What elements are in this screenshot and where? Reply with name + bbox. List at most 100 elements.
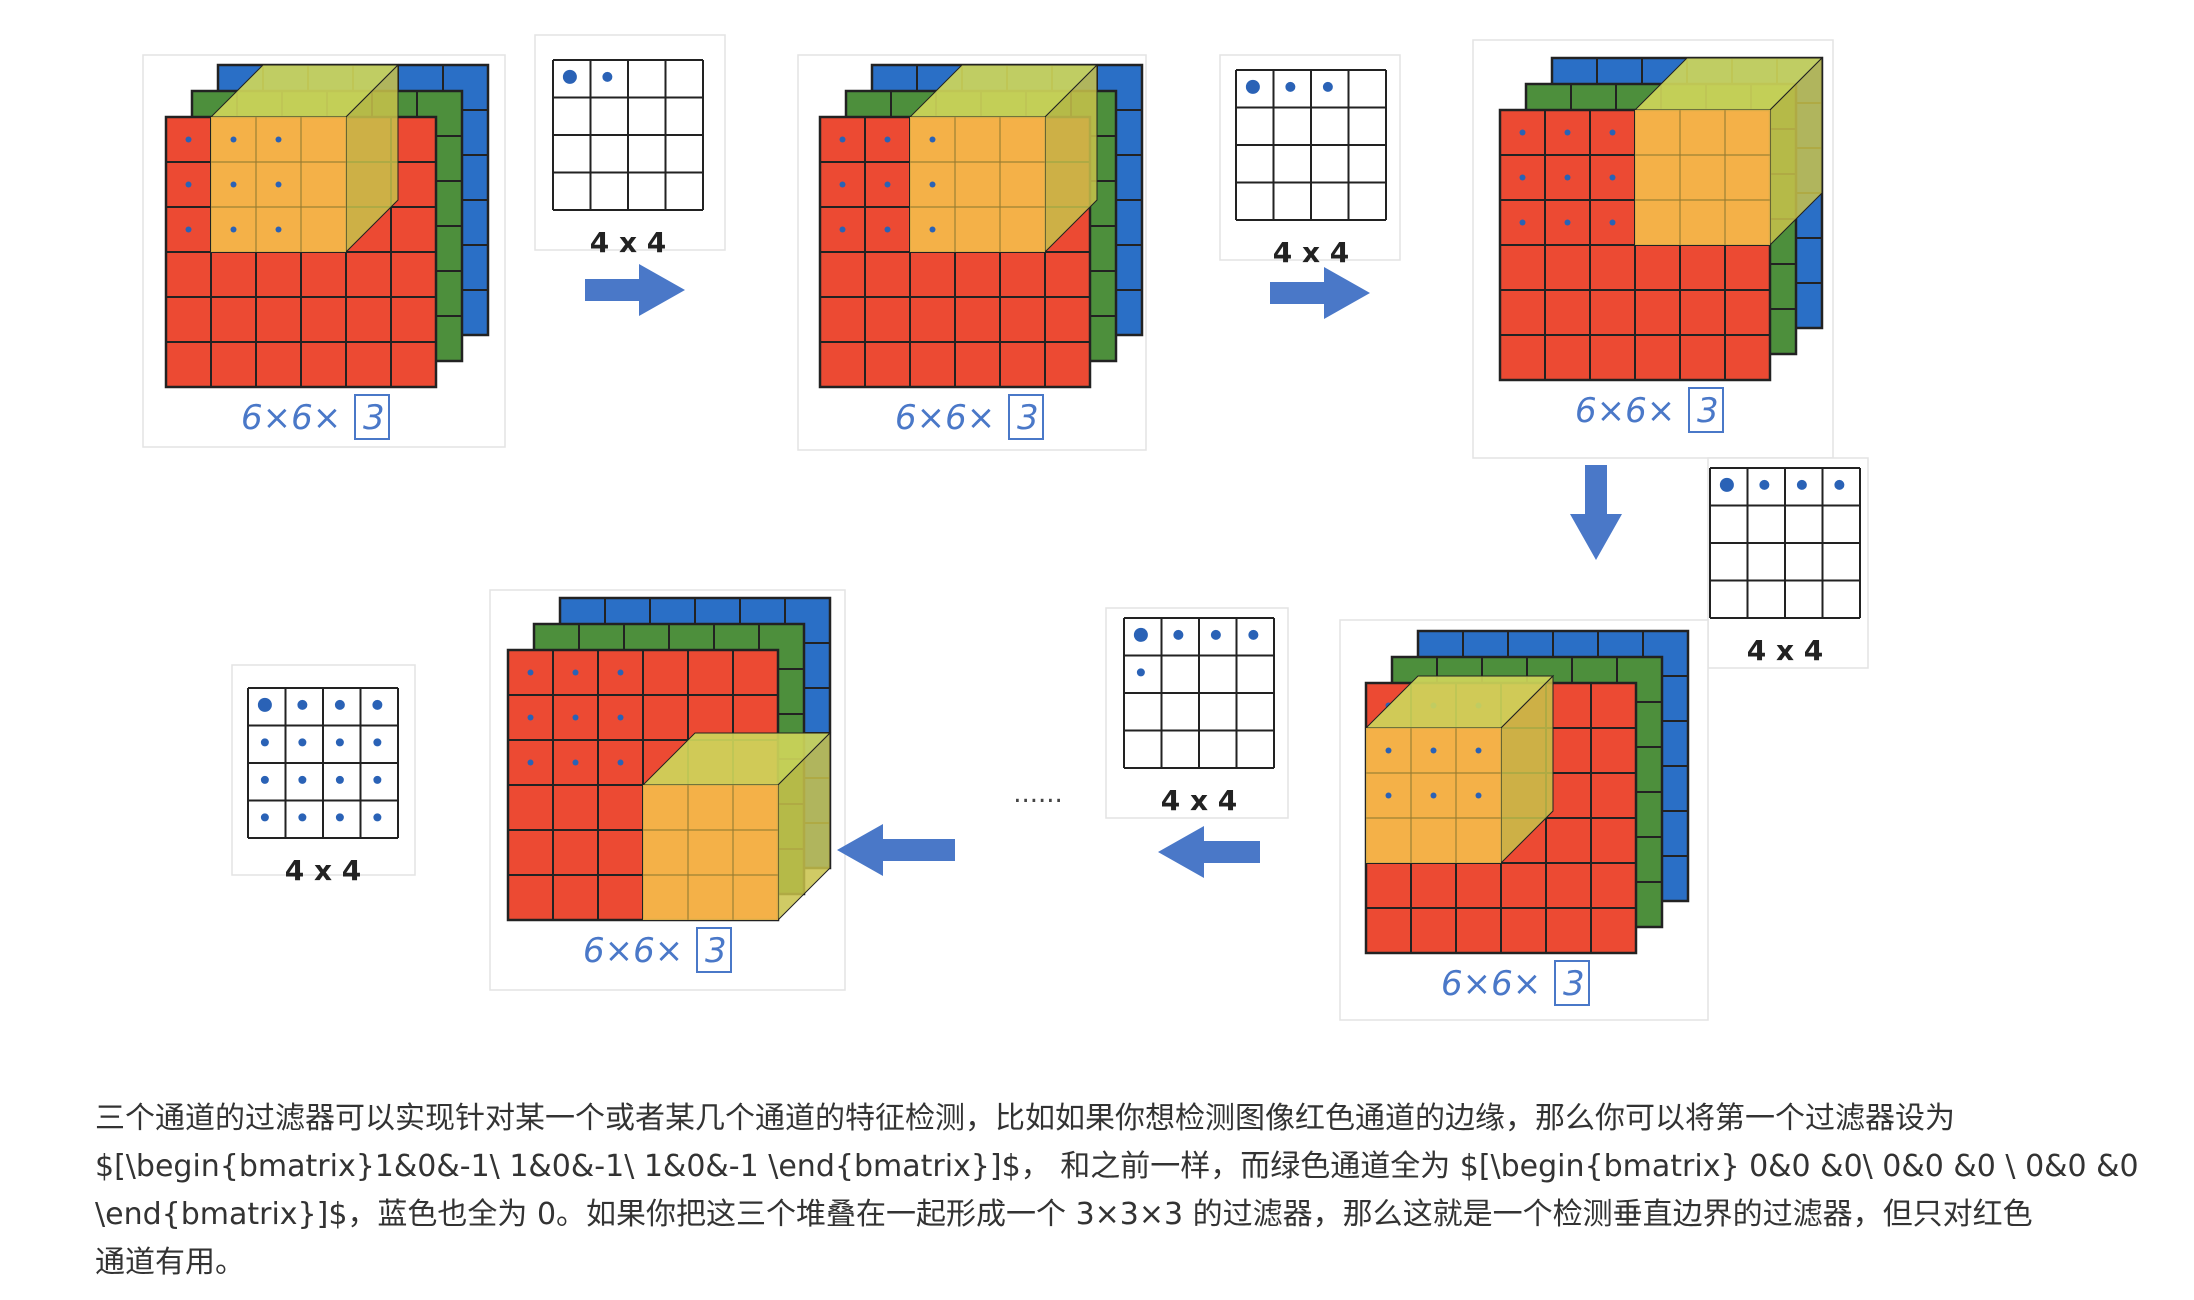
filter-size-label: 4 x 4: [590, 226, 667, 259]
arrow-down: [1570, 465, 1622, 560]
scan-dot: [230, 226, 237, 233]
output-dot: [298, 738, 307, 747]
scan-dot: [617, 669, 624, 676]
output-dot: [260, 813, 269, 822]
panel-filter-4: [1105, 607, 1289, 819]
scan-dot: [275, 181, 282, 188]
output-dot: [298, 813, 307, 822]
scan-dot: [1519, 219, 1526, 226]
scan-dot: [230, 181, 237, 188]
output-dot: [335, 775, 344, 784]
scan-dot: [185, 181, 192, 188]
scan-dot: [527, 759, 534, 766]
volume-channel-label: 3: [1697, 391, 1719, 431]
panel-filter-1: [534, 34, 726, 251]
output-dot: [1285, 81, 1296, 92]
output-dot: [372, 699, 383, 710]
paragraph-line-4: 通道有用。: [95, 1245, 245, 1280]
channel-box: [696, 927, 732, 973]
scan-dot: [1385, 792, 1392, 799]
output-dot: [260, 775, 269, 784]
scan-dot: [572, 759, 579, 766]
arrow-right-2: [1270, 267, 1370, 319]
output-dot: [260, 738, 269, 747]
output-grid-1: 4 x 4: [552, 59, 704, 259]
scan-dot: [884, 181, 891, 188]
scan-dot: [572, 714, 579, 721]
scan-dot: [527, 714, 534, 721]
scan-dot: [1430, 747, 1437, 754]
output-dot: [1796, 479, 1807, 490]
filter-size-label: 4 x 4: [1161, 784, 1238, 817]
output-dot: [373, 738, 382, 747]
filter-size-label: 4 x 4: [285, 854, 362, 887]
arrow-right-1: [585, 264, 685, 316]
stage-1-volume: 6×6× 3: [164, 63, 490, 440]
output-dot: [1719, 477, 1734, 492]
panel-filter-3: [1707, 457, 1869, 669]
explanation-paragraph: 三个通道的过滤器可以实现针对某一个或者某几个通道的特征检测，比如如果你想检测图像…: [95, 1095, 2139, 1287]
scan-dot: [1564, 219, 1571, 226]
volume-dims-label: 6×6×: [1575, 391, 1675, 431]
volume-channel-label: 3: [1017, 398, 1039, 438]
output-grid-2: 4 x 4: [1235, 69, 1387, 269]
volume-dims-label: 6×6×: [241, 398, 341, 438]
channel-box: [1688, 387, 1724, 433]
output-dot: [334, 699, 345, 710]
output-dot: [297, 699, 308, 710]
paragraph-line-1: 三个通道的过滤器可以实现针对某一个或者某几个通道的特征检测，比如如果你想检测图像…: [95, 1101, 1955, 1136]
filter-cube-front: [1635, 110, 1770, 245]
stage-5-volume: 6×6× 3: [506, 596, 832, 973]
scan-dot: [929, 136, 936, 143]
scan-dot: [929, 226, 936, 233]
output-dot: [1248, 629, 1259, 640]
filter-size-label: 4 x 4: [1273, 236, 1350, 269]
volume-dims-label: 6×6×: [1441, 964, 1541, 1004]
output-dot: [373, 813, 382, 822]
scan-dot: [185, 226, 192, 233]
scan-dot: [1519, 174, 1526, 181]
channel-box: [1008, 394, 1044, 440]
output-dot: [1136, 668, 1145, 677]
paragraph-line-2: $[\begin{bmatrix}1&0&-1\ 1&0&-1\ 1&0&-1 …: [95, 1149, 2139, 1184]
scan-dot: [1609, 174, 1616, 181]
volume-channel-label: 3: [1563, 964, 1585, 1004]
filter-size-label: 4 x 4: [1747, 634, 1824, 667]
scan-dot: [1564, 129, 1571, 136]
scan-dot: [884, 136, 891, 143]
scan-dot: [617, 714, 624, 721]
arrow-left-2: [837, 824, 955, 876]
scan-dot: [230, 136, 237, 143]
output-grid-3: 4 x 4: [1709, 467, 1861, 667]
scan-dot: [275, 226, 282, 233]
stage-3-volume: 6×6× 3: [1498, 56, 1824, 433]
output-dot: [1173, 629, 1184, 640]
volume-dims-label: 6×6×: [583, 931, 683, 971]
scan-dot: [884, 226, 891, 233]
scan-dot: [617, 759, 624, 766]
scan-dot: [1385, 747, 1392, 754]
scan-dot: [839, 181, 846, 188]
volume-channel-label: 3: [363, 398, 385, 438]
scan-dot: [527, 669, 534, 676]
ellipsis: ......: [1013, 779, 1063, 809]
volume-dims-label: 6×6×: [895, 398, 995, 438]
scan-dot: [1564, 174, 1571, 181]
output-dot: [298, 775, 307, 784]
stage-4-volume: 6×6× 3: [1364, 629, 1690, 1006]
scan-dot: [1475, 792, 1482, 799]
scan-dot: [572, 669, 579, 676]
output-dot: [602, 71, 613, 82]
output-dot: [373, 775, 382, 784]
scan-dot: [1430, 792, 1437, 799]
scan-dot: [185, 136, 192, 143]
scan-dot: [1609, 219, 1616, 226]
channel-box: [354, 394, 390, 440]
output-dot: [1133, 627, 1148, 642]
scan-dot: [929, 181, 936, 188]
channel-box: [1554, 960, 1590, 1006]
output-dot: [1834, 479, 1845, 490]
output-grid-5: 4 x 4: [247, 687, 399, 887]
paragraph-line-3: \end{bmatrix}]$，蓝色也全为 0。如果你把这三个堆叠在一起形成一个…: [95, 1197, 2033, 1232]
